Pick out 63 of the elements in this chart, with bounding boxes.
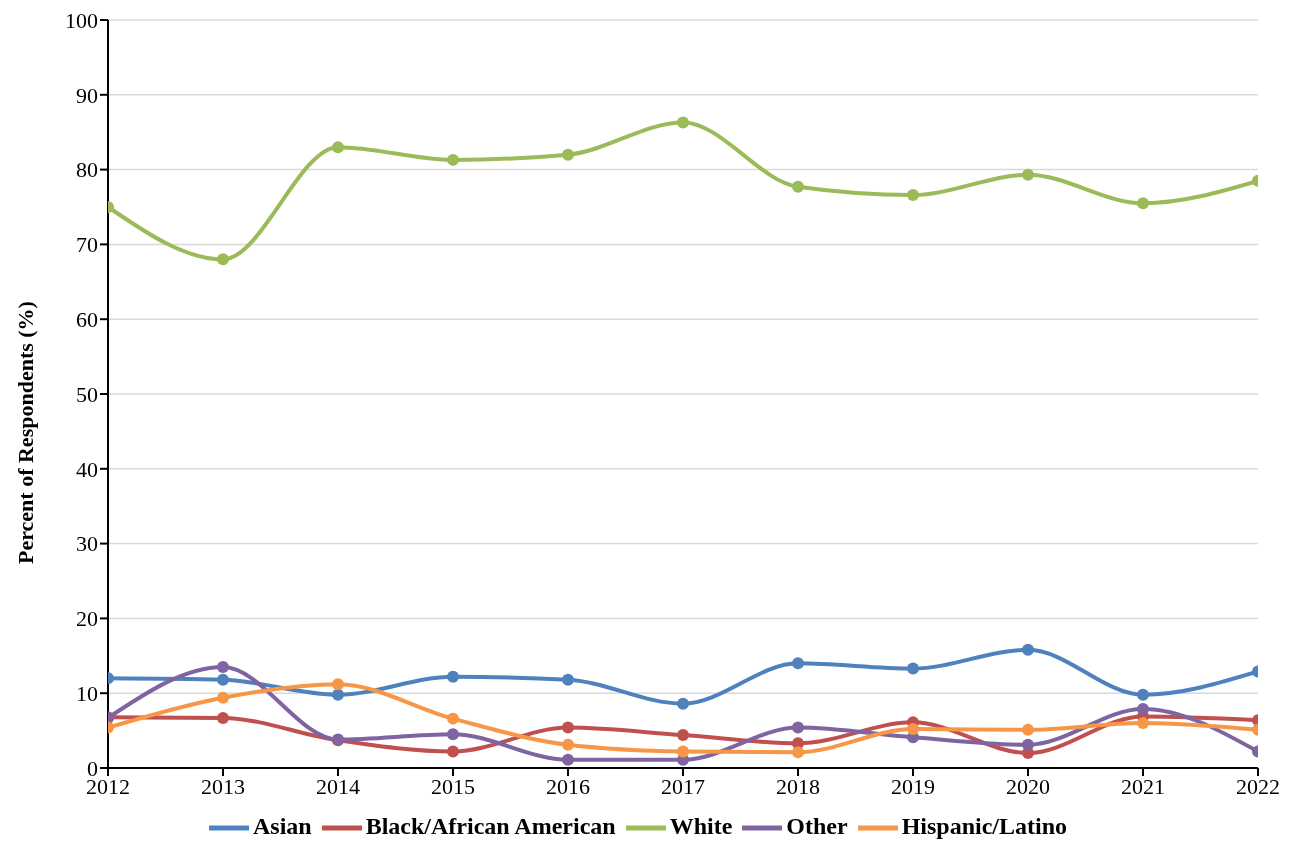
point xyxy=(907,723,919,736)
point xyxy=(562,673,574,686)
point xyxy=(447,728,459,741)
point xyxy=(677,697,689,710)
y-tick-label: 80 xyxy=(76,157,98,183)
point xyxy=(1137,197,1149,210)
point xyxy=(562,148,574,161)
point xyxy=(1137,702,1149,715)
point xyxy=(332,688,344,701)
x-tick-label: 2020 xyxy=(1006,773,1050,799)
point xyxy=(562,721,574,734)
y-axis-title: Percent of Respondents (%) xyxy=(12,301,38,564)
point xyxy=(217,673,229,686)
point xyxy=(1022,168,1034,181)
point xyxy=(792,657,804,670)
point xyxy=(447,670,459,683)
x-tick-label: 2015 xyxy=(431,773,475,799)
legend-label: Hispanic/Latino xyxy=(901,812,1067,839)
point xyxy=(447,745,459,758)
y-tick-label: 60 xyxy=(76,307,98,333)
point xyxy=(792,721,804,734)
point xyxy=(907,662,919,675)
y-tick-label: 30 xyxy=(76,531,98,557)
point xyxy=(907,189,919,202)
point xyxy=(677,729,689,742)
point xyxy=(447,153,459,166)
point xyxy=(217,711,229,724)
y-tick-label: 40 xyxy=(76,456,98,482)
x-tick-label: 2021 xyxy=(1121,773,1165,799)
point xyxy=(1022,723,1034,736)
point xyxy=(562,753,574,766)
y-tick-label: 10 xyxy=(76,681,98,707)
point xyxy=(562,738,574,751)
y-tick-label: 100 xyxy=(65,7,98,33)
point xyxy=(217,253,229,266)
point xyxy=(332,141,344,154)
y-tick-label: 20 xyxy=(76,606,98,632)
x-tick-label: 2017 xyxy=(661,773,705,799)
legend-label: Asian xyxy=(252,812,312,839)
point xyxy=(677,116,689,129)
point xyxy=(217,661,229,674)
point xyxy=(792,180,804,193)
x-tick-label: 2014 xyxy=(316,773,360,799)
point xyxy=(217,691,229,704)
x-tick-label: 2022 xyxy=(1236,773,1280,799)
legend-label: White xyxy=(669,812,733,839)
point xyxy=(792,746,804,759)
y-tick-label: 50 xyxy=(76,381,98,407)
y-tick-label: 70 xyxy=(76,232,98,258)
x-tick-label: 2016 xyxy=(546,773,590,799)
point xyxy=(1137,717,1149,730)
legend-label: Other xyxy=(786,812,848,839)
y-tick-label: 90 xyxy=(76,82,98,108)
x-tick-label: 2013 xyxy=(201,773,245,799)
point xyxy=(1022,738,1034,751)
point xyxy=(332,678,344,691)
point xyxy=(677,745,689,758)
point xyxy=(1137,688,1149,701)
point xyxy=(447,712,459,725)
point xyxy=(1022,643,1034,656)
legend-label: Black/African American xyxy=(365,812,616,839)
x-tick-label: 2019 xyxy=(891,773,935,799)
x-tick-label: 2018 xyxy=(776,773,820,799)
